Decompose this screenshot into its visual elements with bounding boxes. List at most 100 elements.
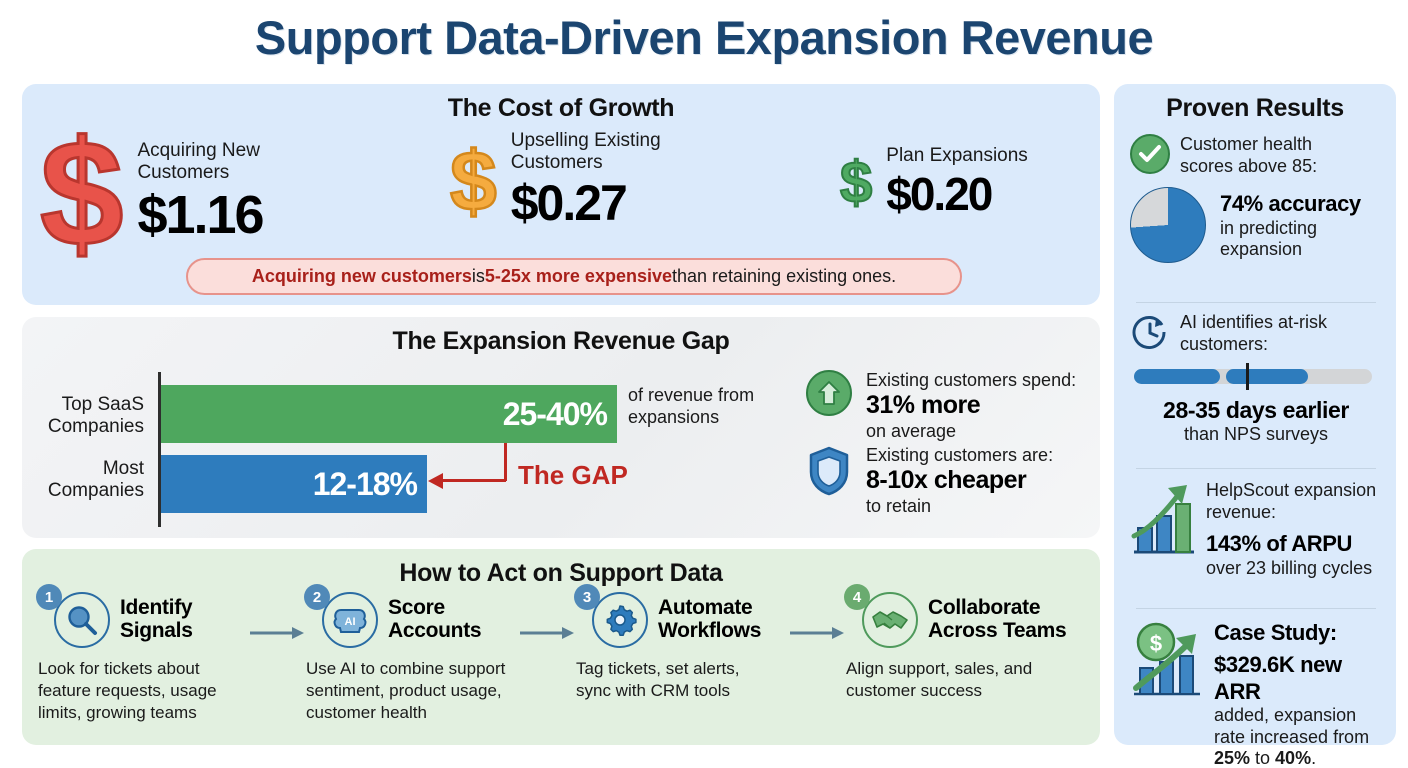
gap-annotation-label: The GAP [518, 460, 628, 490]
bar-category-label: Most Companies [47, 458, 144, 501]
result-big-value: 28-35 days earlier [1163, 397, 1349, 424]
gap-stat-spend-more: Existing customers spend: 31% more on av… [806, 370, 1076, 442]
step-description: Align support, sales, and customer succe… [846, 659, 1033, 701]
bar-value-label: 12-18% [312, 465, 418, 502]
callout-accent-1: Acquiring new customers [251, 266, 472, 286]
result-text: AI identifies at-risk customers: [1180, 312, 1328, 354]
stat-bottom-label: on average [866, 420, 957, 441]
how-to-act-panel: How to Act on Support Data [22, 549, 1100, 745]
check-circle-icon [1130, 134, 1170, 174]
step-automate-workflows[interactable]: 3 Automate Workflows Tag tickets, set al… [574, 584, 804, 702]
result-big-value: 74% accuracy [1220, 191, 1361, 217]
gap-arrow-head-icon [428, 473, 443, 489]
bar-top-saas-companies: 25-40% [161, 385, 617, 443]
divider [1136, 608, 1376, 609]
step-collaborate-across-teams[interactable]: 4 Collaborate Across Teams Align support… [844, 584, 1074, 702]
dollar-sign-icon: $ [449, 133, 498, 228]
stat-top-label: Existing customers are: [866, 445, 1054, 465]
dollar-sign-icon: $ [38, 109, 124, 277]
result-item-at-risk-detection: AI identifies at-risk customers: 28-35 d… [1130, 312, 1382, 446]
metric-label: Upselling Existing Customers [510, 130, 661, 173]
progress-bar [1134, 363, 1372, 391]
case-study-label: Case Study: [1214, 620, 1337, 645]
stat-big-value: 8-10x cheaper [866, 466, 1027, 495]
step-title: Score Accounts [388, 596, 482, 642]
step-number-badge: 2 [304, 584, 330, 610]
metric-acquiring-new-customers: $ Acquiring New Customers $1.16 [38, 109, 264, 277]
metric-plan-expansions: $ Plan Expansions $0.20 [839, 145, 1028, 221]
step-score-accounts[interactable]: 2 AI Score Accounts Use AI to combine su… [304, 584, 534, 724]
callout-text-1: is [471, 266, 485, 286]
pie-chart-icon [1130, 187, 1206, 264]
bar-category-label: Top SaaS Companies [47, 394, 144, 437]
stat-bottom-label: to retain [866, 495, 932, 516]
step-title: Collaborate Across Teams [928, 596, 1067, 642]
growth-chart-icon [1130, 480, 1200, 560]
result-item-customer-health: Customer health scores above 85: 74% acc… [1130, 134, 1382, 264]
case-study-rate-to: 40% [1275, 748, 1312, 768]
result-item-helpscout-revenue: HelpScout expansion revenue: 143% of ARP… [1130, 480, 1382, 579]
step-number-badge: 3 [574, 584, 600, 610]
gap-connector-line [504, 443, 507, 481]
stat-big-value: 31% more [866, 391, 981, 420]
callout-text-2: than retaining existing ones. [672, 266, 897, 286]
result-sub-text: over 23 billing cycles [1206, 557, 1373, 578]
step-identify-signals[interactable]: 1 Identify Signals Look for tickets abou… [36, 584, 266, 724]
step-description: Tag tickets, set alerts, sync with CRM t… [576, 659, 740, 701]
shield-icon [809, 446, 849, 496]
metric-value: $0.27 [510, 174, 628, 231]
divider [1136, 302, 1376, 303]
step-number-badge: 4 [844, 584, 870, 610]
chart-axis [158, 372, 161, 527]
bar-side-note: of revenue from expansions [628, 385, 755, 427]
callout-accent-2: 5-25x more expensive [484, 266, 672, 286]
bar-value-label: 25-40% [502, 395, 608, 432]
result-big-value: 143% of ARPU [1206, 531, 1352, 557]
step-description: Use AI to combine support sentiment, pro… [306, 659, 506, 723]
gap-arrow-shaft [440, 479, 506, 482]
progress-segment-1 [1134, 369, 1220, 385]
gap-panel-heading: The Expansion Revenue Gap [392, 327, 730, 355]
result-sub-text: added, expansion rate increased from 25%… [1214, 705, 1370, 768]
step-title: Automate Workflows [658, 596, 762, 642]
clock-arrow-icon [1130, 312, 1170, 352]
step-number-badge: 1 [36, 584, 62, 610]
svg-text:$: $ [1150, 631, 1162, 656]
metric-upselling-existing-customers: $ Upselling Existing Customers $0.27 [449, 130, 661, 232]
case-study-rate-from: 25% [1214, 748, 1251, 768]
divider [1136, 468, 1376, 469]
cost-panel-heading: The Cost of Growth [447, 94, 675, 122]
results-panel-heading: Proven Results [1166, 94, 1344, 122]
step-title: Identify Signals [120, 596, 193, 642]
dollar-sign-icon: $ [839, 149, 873, 215]
page-title: Support Data-Driven Expansion Revenue [254, 11, 1154, 64]
gear-icon [592, 592, 648, 648]
act-panel-heading: How to Act on Support Data [399, 559, 723, 587]
money-growth-icon: $ [1130, 620, 1208, 706]
metric-value: $1.16 [137, 184, 264, 245]
ai-brain-icon: AI [322, 592, 378, 648]
bar-most-companies: 12-18% [161, 455, 427, 513]
proven-results-panel: Proven Results Customer health scores ab… [1114, 84, 1396, 768]
metric-label: Plan Expansions [886, 145, 1028, 166]
magnifier-icon [54, 592, 110, 648]
metric-value: $0.20 [886, 167, 993, 220]
handshake-icon [862, 592, 918, 648]
progress-marker [1246, 363, 1249, 391]
step-arrow-icon [250, 625, 306, 641]
step-arrow-icon [520, 625, 576, 641]
result-sub-text: in predicting expansion [1220, 217, 1318, 260]
metric-label: Acquiring New Customers [137, 140, 260, 183]
step-arrow-icon [790, 625, 846, 641]
step-description: Look for tickets about feature requests,… [38, 659, 217, 723]
result-item-case-study: $ Case Study: $329.6K new ARR added, exp… [1130, 620, 1382, 768]
result-text: Customer health scores above 85: [1180, 134, 1318, 176]
svg-text:AI: AI [345, 616, 356, 628]
result-sub-text: than NPS surveys [1183, 424, 1329, 445]
progress-segment-2 [1226, 369, 1308, 385]
cost-callout-banner: Acquiring new customers is 5-25x more ex… [186, 258, 962, 295]
gap-stat-cheaper-to-retain: Existing customers are: 8-10x cheaper to… [806, 445, 1053, 517]
stat-top-label: Existing customers spend: [866, 370, 1077, 390]
expansion-gap-bar-chart: Top SaaS Companies Most Companies 25-40%… [40, 372, 640, 527]
